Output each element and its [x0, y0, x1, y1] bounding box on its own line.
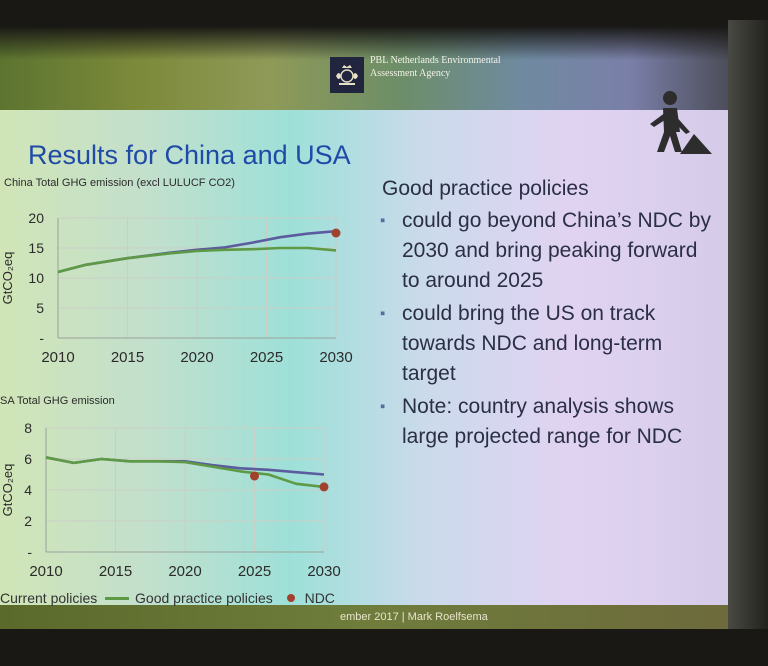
slide-content-panel [0, 110, 728, 610]
y-tick-label: 10 [28, 270, 44, 286]
bullet-text: could go beyond China’s NDC by 2030 and … [402, 209, 711, 292]
ndc-point [319, 482, 329, 492]
x-tick-label: 2015 [99, 563, 132, 580]
legend-current-label: Current policies [0, 590, 98, 607]
y-tick-label: 4 [24, 482, 32, 498]
y-tick-label: 6 [24, 451, 32, 467]
x-tick-label: 2010 [29, 563, 62, 580]
y-tick-label: 8 [24, 420, 32, 436]
bullet-intro: Good practice policies [382, 177, 589, 200]
y-axis-label: GtCO₂eq [0, 464, 15, 517]
slide-title: Results for China and USA [28, 140, 351, 170]
legend-good-label: Good practice policies [135, 590, 273, 607]
footer-bar [0, 605, 728, 629]
y-axis-label: GtCO₂eq [0, 252, 15, 305]
x-tick-label: 2015 [111, 349, 144, 366]
x-tick-label: 2020 [168, 563, 201, 580]
y-tick-label: 20 [28, 210, 44, 226]
bullet-list: Good practice policies ▪ could go beyond… [372, 175, 712, 452]
square-bullet-icon: ▪ [380, 398, 386, 415]
agency-name-line2: Assessment Agency [370, 68, 451, 79]
footer-text: ember 2017 | Mark Roelfsema [340, 611, 488, 623]
china-emissions-chart: China Total GHG emission (excl LULUCF CO… [0, 177, 353, 366]
bullet-item: ▪ could go beyond China’s NDC by 2030 an… [372, 206, 712, 296]
screen-edge [728, 20, 768, 630]
y-tick-label: 5 [36, 300, 44, 316]
x-tick-label: 2020 [180, 349, 213, 366]
chart-legend: Current policies Good practice policies … [0, 589, 335, 606]
bullet-item: ▪ Note: country analysis shows large pro… [372, 392, 712, 452]
ndc-point [331, 228, 341, 238]
x-tick-label: 2030 [319, 349, 352, 366]
x-tick-label: 2030 [307, 563, 340, 580]
x-tick-label: 2025 [250, 349, 283, 366]
usa-emissions-chart: SA Total GHG emission GtCO₂eq - 2 4 6 8 2010 201… [0, 395, 341, 580]
legend-good-swatch [105, 596, 130, 600]
chart-title: China Total GHG emission (excl LULUCF CO… [4, 177, 235, 189]
legend-ndc-swatch [286, 594, 295, 603]
ndc-point [250, 471, 259, 481]
chart-title: SA Total GHG emission [0, 395, 115, 407]
y-tick-label: 2 [24, 513, 32, 529]
y-tick-label: - [39, 330, 44, 346]
square-bullet-icon: ▪ [380, 212, 386, 229]
agency-name-line1: PBL Netherlands Environmental [370, 55, 501, 66]
good-practice-line [45, 456, 325, 489]
x-tick-label: 2010 [41, 349, 74, 366]
square-bullet-icon: ▪ [380, 305, 386, 322]
construction-worker-icon [650, 91, 712, 154]
x-tick-label: 2025 [238, 563, 271, 580]
royal-crest-icon [330, 57, 364, 93]
bullet-item: ▪ could bring the US on track towards ND… [372, 299, 712, 389]
good-practice-line [57, 246, 337, 274]
y-tick-label: - [27, 544, 32, 560]
legend-ndc-label: NDC [304, 590, 335, 607]
bullet-text: could bring the US on track towards NDC … [402, 302, 663, 385]
bullet-text: Note: country analysis shows large proje… [402, 395, 683, 448]
y-tick-label: 15 [28, 240, 44, 256]
room-floor [0, 629, 768, 666]
